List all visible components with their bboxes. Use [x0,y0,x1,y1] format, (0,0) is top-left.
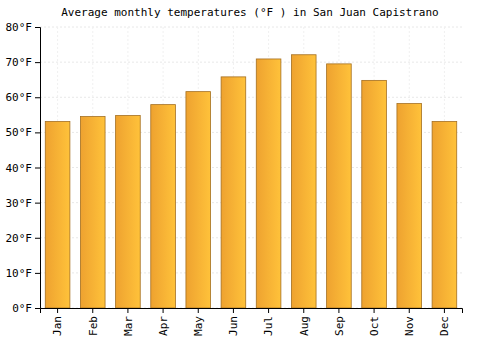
y-tick-label: 80°F [6,21,33,34]
x-tick-mark [338,308,339,313]
x-tick: Mar [122,308,135,336]
x-axis: Jan Feb Mar Apr May Jun Jul Aug Sep Oct Nov Dec [41,308,463,336]
x-tick: Oct [368,308,381,336]
x-tick-label: Jan [51,316,64,336]
y-tick-mark [35,132,40,133]
x-tick-label: Dec [438,316,451,336]
x-tick-label: Jul [262,316,275,336]
bar [397,104,422,308]
x-tick: Sep [333,308,346,336]
y-tick-label: 0°F [12,302,32,315]
y-tick-label: 60°F [6,91,33,104]
y-tick-mark [35,97,40,98]
y-tick-label: 10°F [6,267,33,280]
y-tick: 50°F [6,126,41,139]
y-tick-mark [35,238,40,239]
y-axis-line [35,28,41,309]
y-tick: 80°F [6,21,41,34]
x-tick-label: Oct [368,316,381,336]
y-tick-label: 20°F [6,232,33,245]
x-tick-label: May [192,316,205,336]
bar [116,116,141,308]
x-tick: Jul [262,308,275,336]
x-tick-label: Mar [122,316,135,336]
x-tick-label: Feb [87,316,100,336]
y-tick-mark [35,308,40,309]
x-tick-mark [57,308,58,313]
bar [45,121,70,308]
x-tick-mark [268,308,269,313]
y-tick: 60°F [6,91,41,104]
y-tick: 30°F [6,197,41,210]
x-tick-mark [444,308,445,313]
x-tick: Dec [438,308,451,336]
x-tick-label: Nov [403,316,416,336]
y-tick-mark [35,27,40,28]
grid-line [40,97,462,98]
bar [186,92,211,308]
x-tick: Jan [51,308,64,336]
grid-line [40,62,462,63]
x-tick-label: Aug [298,316,311,336]
bar [362,80,387,308]
x-tick: Aug [298,308,311,336]
title: Average monthly temperatures (°F ) in Sa… [61,6,439,19]
x-tick-label: Jun [227,316,240,336]
x-tick-mark [92,308,93,313]
bar [256,59,281,308]
y-tick: 70°F [6,56,41,69]
y-axis: 0°F 10°F 20°F 30°F 40°F 50°F 60°F 70°F 80°F [6,21,41,315]
x-tick-mark [127,308,128,313]
bar [80,117,105,308]
y-tick-mark [35,203,40,204]
y-tick-mark [35,168,40,169]
y-tick: 0°F [12,302,40,315]
y-tick: 10°F [6,267,41,280]
chart: Average monthly temperatures (°F ) in Sa… [0,0,500,350]
bars [45,55,456,308]
x-tick: Feb [87,308,100,336]
bar [432,121,457,308]
x-tick-mark [198,308,199,313]
x-tick-mark [163,308,164,313]
bar [221,77,246,308]
x-tick-mark [233,308,234,313]
x-tick-label: Sep [333,316,346,336]
x-tick-mark [303,308,304,313]
bar [151,105,176,308]
x-tick-mark [374,308,375,313]
bar [327,64,352,308]
y-tick-label: 70°F [6,56,33,69]
y-tick-mark [35,273,40,274]
bar [291,55,316,308]
y-tick: 20°F [6,232,41,245]
y-tick-mark [35,62,40,63]
y-tick-label: 30°F [6,197,33,210]
y-tick-label: 40°F [6,162,33,175]
grid-line [40,27,462,28]
y-tick: 40°F [6,162,41,175]
x-tick-label: Apr [157,316,170,336]
y-tick-label: 50°F [6,126,33,139]
grid [40,27,462,308]
x-tick: Jun [227,308,240,336]
x-axis-line [41,309,463,314]
x-tick-mark [409,308,410,313]
x-tick: May [192,308,205,336]
x-tick: Nov [403,308,416,336]
plot: 0°F 10°F 20°F 30°F 40°F 50°F 60°F 70°F 80°F Jan Fe… [6,21,463,336]
x-tick: Apr [157,308,170,336]
